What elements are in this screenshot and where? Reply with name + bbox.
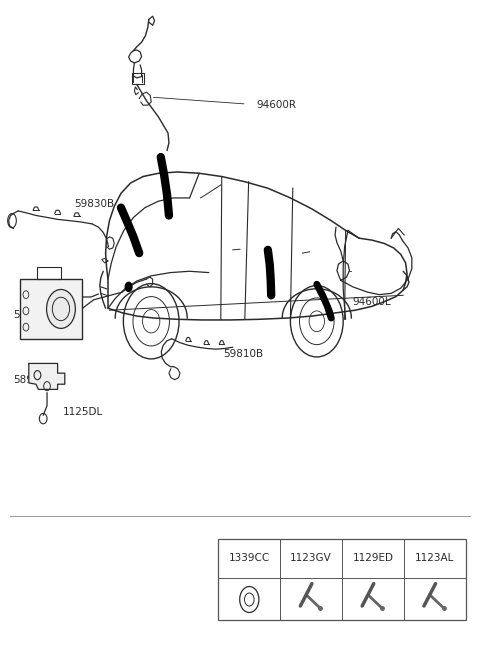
Text: 94600L: 94600L: [353, 297, 391, 307]
Text: 1123AL: 1123AL: [415, 553, 455, 563]
Text: 94600R: 94600R: [257, 100, 297, 110]
Text: 1339CC: 1339CC: [228, 553, 270, 563]
Text: 1123GV: 1123GV: [290, 553, 332, 563]
Bar: [37, 267, 61, 279]
Text: 59830B: 59830B: [74, 199, 115, 210]
Text: 1129ED: 1129ED: [352, 553, 394, 563]
Text: 58960: 58960: [13, 374, 47, 385]
Text: 1125DL: 1125DL: [62, 407, 103, 417]
Circle shape: [125, 282, 132, 291]
Bar: [132, 73, 144, 84]
Circle shape: [47, 289, 75, 328]
Bar: [218, 539, 466, 620]
Text: 59810B: 59810B: [223, 349, 264, 359]
Polygon shape: [29, 363, 65, 389]
Bar: [20, 279, 82, 339]
Text: 58910B: 58910B: [13, 310, 54, 320]
